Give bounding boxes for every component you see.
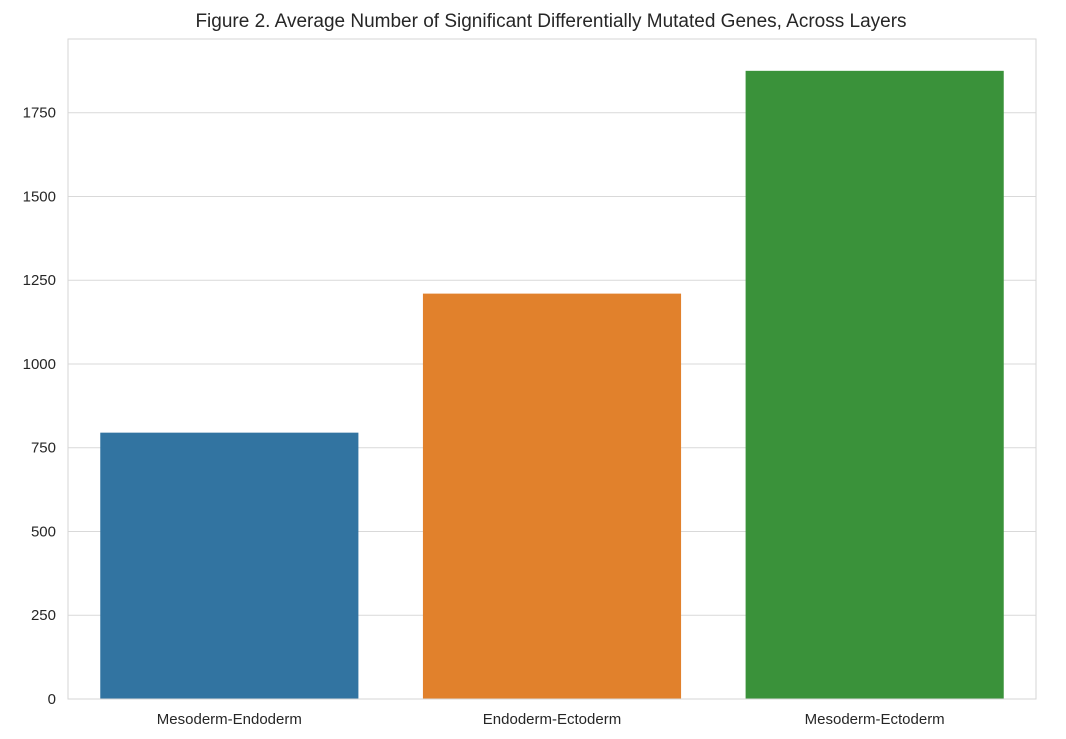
y-tick-label: 1000: [23, 356, 56, 373]
bar-mesoderm-endoderm: [100, 432, 359, 699]
bar-endoderm-ectoderm: [422, 293, 682, 699]
y-tick-label: 1750: [23, 105, 56, 122]
x-tick-label: Mesoderm-Ectoderm: [805, 711, 945, 728]
y-tick-label: 1500: [23, 188, 56, 205]
y-tick-label: 250: [31, 607, 56, 624]
bar-mesoderm-ectoderm: [745, 70, 1004, 700]
y-axis-tick-labels: 0 250 500 750 1000 1250 1500 1750: [23, 105, 56, 708]
x-axis-tick-labels: Mesoderm-Endoderm Endoderm-Ectoderm Mesode…: [157, 711, 945, 728]
x-tick-label: Endoderm-Ectoderm: [483, 711, 621, 728]
x-tick-label: Mesoderm-Endoderm: [157, 711, 302, 728]
y-tick-label: 0: [48, 691, 56, 708]
bars: [100, 70, 1004, 700]
y-tick-label: 750: [31, 440, 56, 457]
y-tick-label: 1250: [23, 272, 56, 289]
chart-title: Figure 2. Average Number of Significant …: [195, 11, 906, 32]
y-tick-label: 500: [31, 523, 56, 540]
plot-frame: [67, 38, 1037, 700]
